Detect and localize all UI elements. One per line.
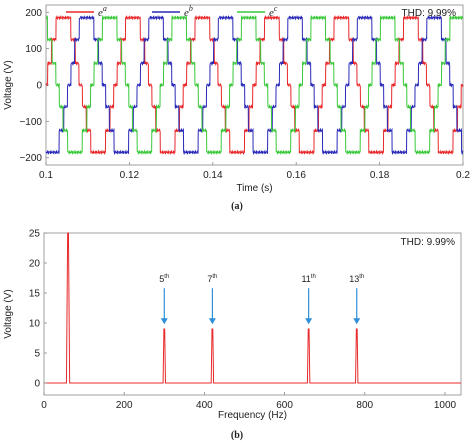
chart-a-x-tick-label: 0.12: [120, 170, 140, 181]
chart-a-legend: ea eb ec: [66, 4, 278, 19]
chart-b-y-axis-title: Voltage (V): [3, 289, 14, 338]
chart-a-x-tick-label: 0.1: [39, 170, 53, 181]
chart-a-x-tick-label: 0.14: [203, 170, 223, 181]
chart-b-x-tick-label: 0: [41, 400, 47, 411]
chart-b-thd-annotation: THD: 9.99%: [401, 237, 456, 248]
harmonic-label: 11th: [301, 274, 315, 284]
chart-b-x-tick-label: 200: [116, 400, 133, 411]
harmonic-arrow-head: [160, 318, 168, 325]
harmonic-label: 13th: [349, 274, 364, 284]
chart-a-x-tick-label: 0.18: [370, 170, 390, 181]
chart-b-series-group: [44, 232, 461, 384]
chart-b-x-axis-title: Frequency (Hz): [218, 410, 287, 421]
chart-b-x-tick-label: 800: [356, 400, 373, 411]
chart-b-y-tick-label: 25: [29, 229, 41, 240]
chart-a-series-line: [45, 15, 464, 156]
chart-b-y-tick-label: 15: [29, 289, 41, 300]
legend-label: ec: [269, 4, 278, 19]
chart-a-y-tick-label: −200: [19, 153, 42, 164]
chart-a-series-line: [45, 15, 464, 156]
harmonic-arrow-head: [208, 318, 216, 325]
chart-b-y-tick-label: 10: [29, 319, 41, 330]
chart-b-ticks: 0 200 400 600 800 1000 0 5 10 15 20 25: [29, 229, 457, 412]
legend-label: ea: [98, 4, 107, 19]
chart-a-time-domain: 0.1 0.12 0.14 0.16 0.18 0.2 −200 −100 0 100 200 ea…: [3, 4, 470, 212]
chart-a-ticks: 0.1 0.12 0.14 0.16 0.18 0.2 −200 −100 0 100 200: [19, 8, 470, 181]
chart-b-y-tick-label: 0: [34, 379, 40, 390]
chart-b-spectrum: 0 200 400 600 800 1000 0 5 10 15 20 25 5th 7th 11th 13…: [3, 229, 462, 441]
chart-b-y-tick-label: 5: [34, 349, 40, 360]
chart-b-x-tick-label: 400: [196, 400, 213, 411]
chart-b-caption: (b): [231, 430, 243, 441]
chart-a-x-tick-label: 0.16: [286, 170, 306, 181]
chart-a-caption: (a): [231, 201, 243, 212]
chart-b-plot-area: [43, 232, 462, 396]
chart-a-y-tick-label: 100: [25, 44, 42, 55]
chart-a-series-line: [45, 15, 464, 155]
chart-a-x-axis-title: Time (s): [236, 183, 272, 194]
harmonic-arrow-head: [305, 318, 313, 325]
chart-b-spectrum-line: [44, 232, 461, 384]
chart-a-x-tick-label: 0.2: [456, 170, 470, 181]
chart-b-x-tick-label: 1000: [434, 400, 457, 411]
chart-a-thd-annotation: THD: 9.99%: [402, 8, 457, 19]
chart-a-series-group: [45, 15, 464, 156]
harmonic-arrow-head: [353, 318, 361, 325]
chart-b-y-tick-label: 20: [29, 259, 41, 270]
chart-b-harmonic-annotations: 5th 7th 11th 13th: [159, 274, 364, 325]
chart-a-y-tick-label: 200: [25, 8, 42, 19]
chart-a-y-axis-title: Voltage (V): [3, 60, 14, 109]
harmonic-label: 7th: [207, 274, 217, 284]
harmonic-label: 5th: [159, 274, 169, 284]
chart-b-x-tick-label: 600: [276, 400, 293, 411]
chart-a-y-tick-label: −100: [19, 117, 42, 128]
legend-label: eb: [184, 4, 193, 19]
chart-a-y-tick-label: 0: [36, 81, 42, 92]
